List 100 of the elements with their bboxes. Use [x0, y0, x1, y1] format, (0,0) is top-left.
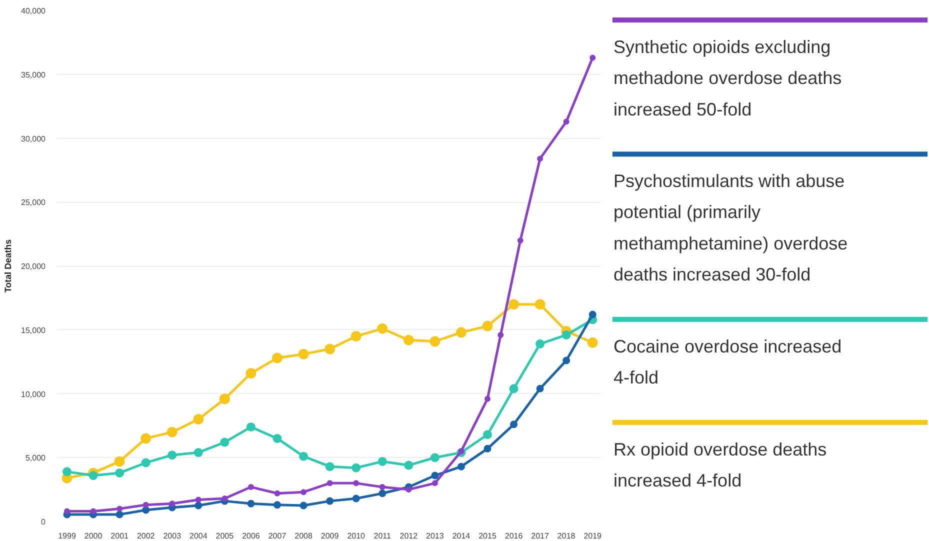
point [378, 490, 386, 498]
point [90, 508, 96, 514]
point [142, 502, 149, 508]
point [403, 334, 414, 346]
x-tick-label: 2010 [347, 532, 366, 540]
point [272, 434, 282, 443]
point [509, 384, 518, 394]
x-tick-label: 2004 [190, 532, 208, 540]
point [274, 490, 280, 496]
point [248, 484, 254, 490]
point [142, 506, 150, 514]
point [88, 471, 98, 480]
x-tick-label: 2019 [584, 532, 602, 540]
point [300, 489, 307, 496]
point [222, 496, 228, 502]
y-tick-label: 0 [41, 518, 46, 526]
point [300, 502, 308, 510]
point [484, 444, 492, 452]
point [326, 480, 333, 486]
point [194, 448, 203, 458]
point [590, 54, 596, 61]
point [431, 472, 439, 480]
point [220, 438, 230, 447]
y-tick-label: 5,000 [25, 454, 46, 463]
point [166, 426, 178, 438]
point [536, 384, 544, 392]
series-label: Synthetic opioids excluding methadone overdose deaths increased 50-fold [614, 36, 842, 120]
x-tick-label: 2000 [84, 532, 103, 540]
x-tick-label: 2002 [136, 532, 156, 540]
point [298, 348, 309, 360]
point [350, 331, 362, 342]
point [353, 480, 360, 486]
point [484, 396, 490, 402]
point [498, 332, 504, 338]
y-axis-title: Total Deaths [3, 239, 14, 293]
point [114, 456, 125, 467]
point [517, 237, 524, 244]
point [482, 320, 493, 332]
x-tick-label: 2011 [374, 532, 392, 540]
x-tick-label: 2012 [400, 532, 418, 540]
y-tick-label: 20,000 [21, 262, 46, 271]
point [115, 468, 124, 478]
point [247, 500, 255, 508]
point [587, 337, 598, 348]
point [195, 496, 202, 503]
y-tick-label: 35,000 [21, 70, 46, 80]
point [299, 452, 308, 461]
point [116, 506, 123, 512]
point [219, 394, 230, 404]
point [510, 420, 518, 428]
x-tick-label: 2016 [504, 532, 524, 540]
point [116, 510, 124, 518]
point [508, 299, 520, 310]
point [456, 327, 466, 338]
x-tick-label: 1999 [58, 532, 76, 540]
point [193, 414, 204, 425]
point [274, 501, 282, 509]
point [141, 458, 150, 468]
series-label: Psychostimulants with abuse potential (primarily methamphetamine) overdose deaths increased 30-fold [614, 171, 848, 285]
point [272, 352, 283, 364]
x-tick-label: 2005 [216, 532, 234, 540]
point [379, 484, 386, 490]
x-tick-label: 2008 [294, 532, 313, 540]
y-tick-label: 10,000 [21, 390, 46, 399]
x-tick-label: 2003 [163, 532, 182, 540]
point [140, 433, 152, 444]
x-tick-label: 2015 [478, 532, 497, 540]
y-tick-label: 25,000 [21, 198, 46, 208]
x-tick-label: 2018 [557, 532, 576, 540]
point [534, 299, 546, 310]
point [588, 310, 596, 318]
point [406, 486, 412, 493]
x-tick-label: 2014 [452, 532, 471, 540]
point [377, 323, 388, 334]
x-tick-label: 2007 [268, 532, 287, 540]
point [378, 456, 387, 466]
point [352, 494, 360, 502]
y-tick-label: 30,000 [21, 134, 46, 144]
point [562, 356, 570, 364]
x-tick-label: 2001 [110, 532, 130, 540]
y-tick-label: 15,000 [21, 326, 46, 335]
point [169, 500, 176, 507]
point [458, 448, 464, 454]
point [246, 422, 256, 432]
point [537, 156, 544, 162]
text: Rx opioid overdose deaths increased 4-fold [614, 439, 827, 490]
point [326, 497, 334, 505]
point [64, 508, 70, 514]
point [432, 480, 438, 486]
point [430, 336, 440, 347]
x-tick-label: 2017 [531, 532, 550, 540]
point [325, 462, 334, 472]
point [352, 463, 361, 472]
point [563, 118, 570, 125]
y-tick-label: 40,000 [21, 6, 46, 16]
point [324, 344, 336, 354]
point [430, 453, 440, 462]
series-label: Cocaine overdose increased 4-fold [614, 336, 842, 388]
x-tick-label: 2009 [320, 532, 340, 540]
point [457, 462, 465, 470]
